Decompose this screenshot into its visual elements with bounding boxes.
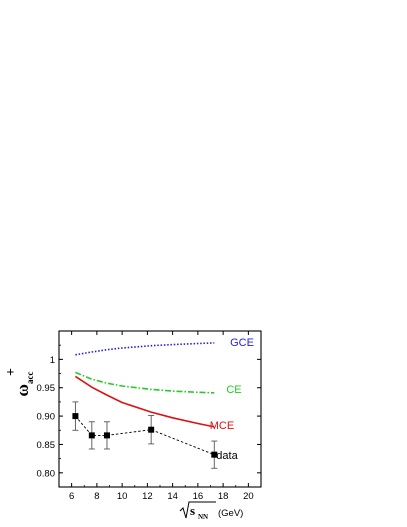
series-line-mce [74, 375, 215, 428]
y-axis-subscript: acc [25, 372, 35, 385]
series-label-ce: CE [226, 384, 241, 396]
y-tick-label: 0.80 [37, 468, 56, 479]
data-point [148, 426, 155, 433]
x-tick-label: 16 [193, 491, 204, 502]
x-axis-subscript: NN [198, 513, 208, 521]
sqrt-symbol [179, 501, 216, 519]
data-point [88, 432, 95, 439]
series-label-gce: GCE [230, 337, 254, 349]
x-tick-label: 10 [117, 491, 128, 502]
data-point [211, 451, 218, 458]
x-tick-label: 8 [94, 491, 99, 502]
data-point [103, 432, 110, 439]
y-axis-superscript: + [4, 368, 19, 376]
y-tick-label: 0.90 [37, 412, 56, 423]
series-line-gce [75, 342, 215, 356]
x-axis-unit: (GeV) [218, 508, 243, 519]
plot-frame [58, 330, 262, 488]
y-axis-label: ωacc [13, 372, 35, 397]
series-label-mce: MCE [210, 420, 234, 432]
data-point [72, 413, 79, 420]
y-tick-label: 0.95 [37, 383, 56, 394]
plot-layer: 6 8 10 12 14 16 18 20 0.80 0.85 0.90 0.95 1 GCE CE MCE d… [4, 330, 262, 521]
x-tick-label: 12 [142, 491, 153, 502]
x-tick-label: 20 [243, 491, 254, 502]
y-tick-label: 1 [50, 355, 55, 366]
x-tick-label: 18 [218, 491, 229, 502]
x-tick-label: 14 [167, 491, 178, 502]
y-tick-label: 0.85 [37, 440, 56, 451]
x-axis-symbol: s [190, 503, 195, 518]
series-label-data: data [216, 450, 238, 462]
series-line-ce [75, 371, 215, 394]
y-axis-symbol: ω [13, 384, 32, 396]
x-tick-label: 6 [69, 491, 74, 502]
